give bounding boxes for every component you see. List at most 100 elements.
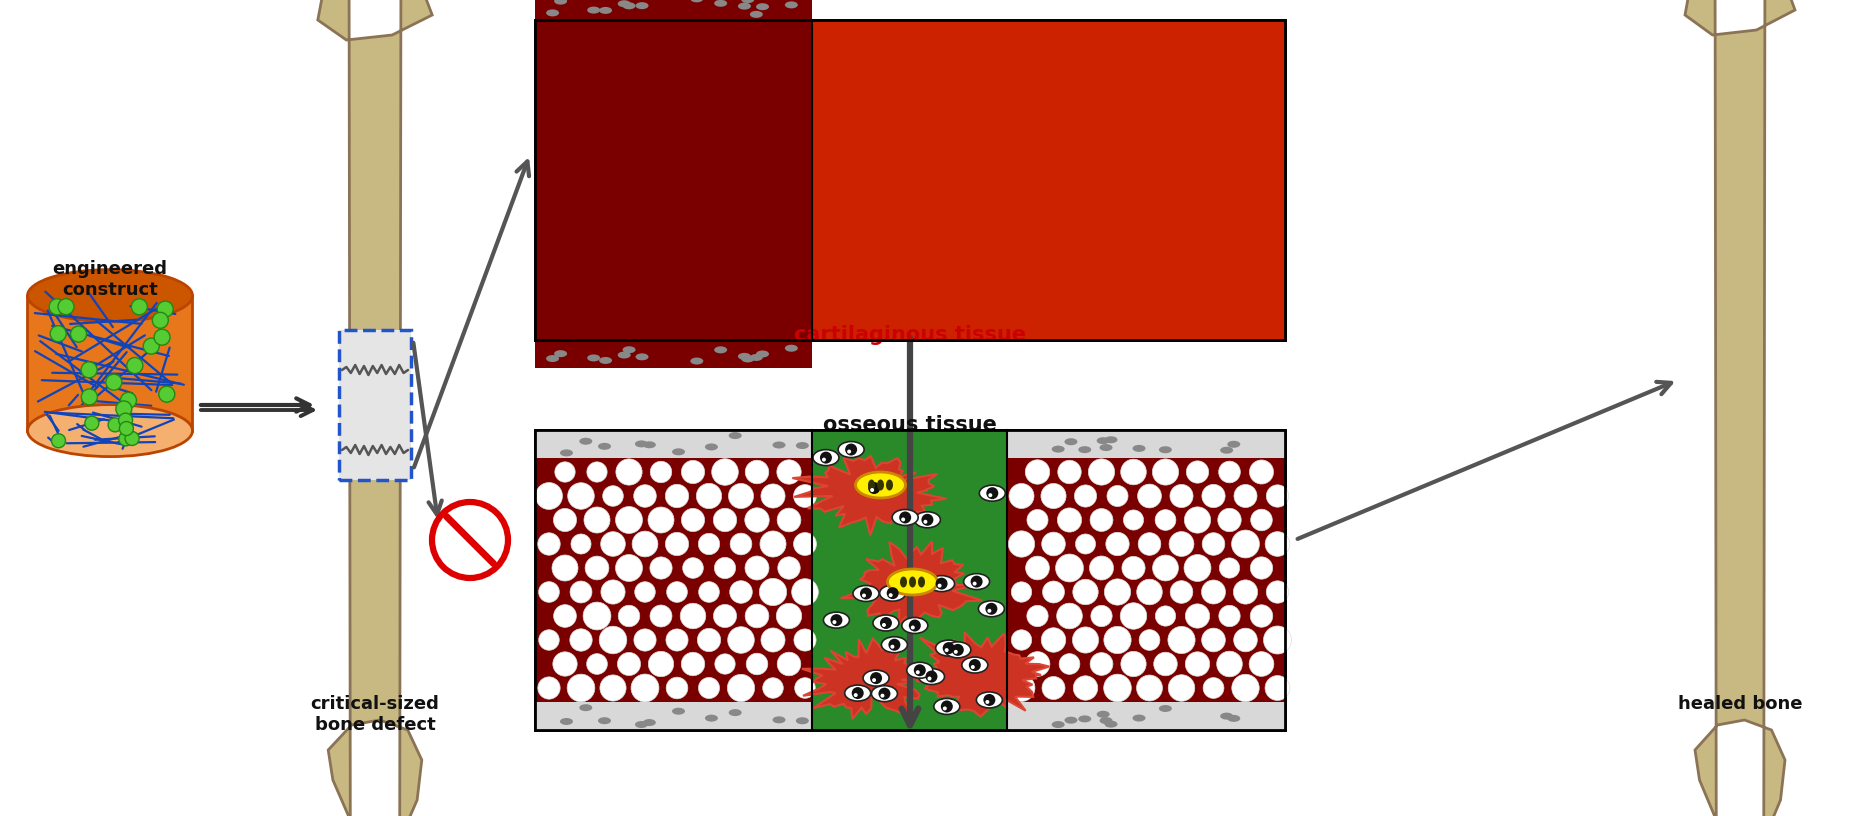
Ellipse shape (705, 715, 718, 721)
Circle shape (1202, 677, 1222, 698)
Circle shape (1024, 459, 1050, 484)
Ellipse shape (978, 601, 1004, 617)
Ellipse shape (555, 350, 568, 357)
Circle shape (70, 326, 87, 342)
Circle shape (1250, 557, 1273, 579)
Circle shape (82, 361, 96, 378)
Circle shape (1154, 510, 1176, 530)
Circle shape (1072, 579, 1098, 605)
Ellipse shape (28, 405, 193, 457)
Circle shape (985, 700, 989, 704)
Circle shape (633, 485, 657, 508)
Ellipse shape (579, 437, 592, 445)
Ellipse shape (963, 574, 989, 590)
Ellipse shape (586, 354, 599, 361)
Ellipse shape (738, 2, 751, 10)
Circle shape (1234, 580, 1258, 604)
Circle shape (568, 483, 594, 509)
Bar (534, 430, 1284, 730)
Ellipse shape (861, 480, 887, 496)
Circle shape (890, 645, 894, 649)
Ellipse shape (740, 356, 753, 362)
Text: healed bone: healed bone (1677, 695, 1801, 713)
Circle shape (1091, 605, 1111, 627)
Circle shape (909, 619, 920, 632)
Ellipse shape (915, 512, 940, 528)
Circle shape (928, 676, 931, 681)
Circle shape (119, 422, 134, 436)
Ellipse shape (642, 441, 655, 448)
Circle shape (1041, 676, 1065, 699)
Bar (534, 430, 812, 458)
Ellipse shape (597, 717, 610, 724)
Circle shape (582, 602, 610, 630)
Bar (1007, 430, 1284, 458)
Circle shape (1185, 604, 1209, 628)
Ellipse shape (881, 636, 907, 653)
Ellipse shape (599, 357, 612, 364)
Polygon shape (915, 632, 1048, 716)
Circle shape (1167, 675, 1195, 701)
Circle shape (601, 580, 625, 604)
Ellipse shape (824, 612, 850, 628)
Circle shape (633, 531, 657, 557)
Circle shape (935, 578, 948, 590)
Circle shape (1026, 605, 1048, 627)
Circle shape (551, 555, 577, 581)
Circle shape (1250, 509, 1273, 530)
Circle shape (1009, 484, 1033, 508)
Circle shape (1026, 557, 1048, 580)
Ellipse shape (714, 346, 727, 353)
Ellipse shape (877, 480, 883, 490)
Circle shape (898, 512, 911, 524)
Bar (339, 330, 410, 480)
Ellipse shape (918, 576, 924, 588)
Bar (534, 702, 812, 730)
Ellipse shape (1226, 441, 1239, 448)
Circle shape (553, 652, 577, 676)
Circle shape (913, 664, 926, 676)
Ellipse shape (579, 704, 592, 712)
Ellipse shape (1104, 437, 1117, 443)
Ellipse shape (868, 480, 874, 490)
Ellipse shape (812, 450, 838, 466)
Ellipse shape (545, 355, 558, 362)
Circle shape (942, 642, 953, 654)
Ellipse shape (755, 350, 768, 357)
Circle shape (970, 665, 974, 669)
Circle shape (1232, 674, 1258, 702)
Ellipse shape (935, 640, 961, 656)
Circle shape (121, 392, 137, 408)
Circle shape (1202, 533, 1224, 556)
Circle shape (985, 603, 996, 614)
Circle shape (1057, 460, 1081, 484)
Bar (534, 20, 1284, 340)
Circle shape (853, 693, 857, 697)
Circle shape (1152, 459, 1178, 485)
Circle shape (82, 389, 96, 405)
Ellipse shape (618, 0, 631, 7)
Bar (812, 430, 1007, 730)
Circle shape (972, 582, 976, 586)
Circle shape (712, 508, 736, 532)
Ellipse shape (772, 441, 785, 449)
Circle shape (1122, 510, 1143, 530)
Bar (339, 330, 410, 480)
Circle shape (569, 581, 592, 603)
Circle shape (616, 555, 642, 582)
Circle shape (1055, 554, 1083, 582)
Circle shape (902, 517, 905, 521)
Polygon shape (801, 639, 933, 719)
Circle shape (58, 299, 74, 315)
Circle shape (1200, 580, 1224, 604)
Ellipse shape (560, 450, 573, 456)
Circle shape (794, 678, 814, 698)
Circle shape (160, 386, 174, 402)
Ellipse shape (749, 11, 762, 18)
Circle shape (1183, 507, 1209, 533)
Circle shape (820, 451, 831, 463)
Circle shape (1248, 460, 1273, 484)
Ellipse shape (961, 657, 987, 673)
Ellipse shape (1158, 705, 1171, 712)
Circle shape (568, 674, 594, 702)
